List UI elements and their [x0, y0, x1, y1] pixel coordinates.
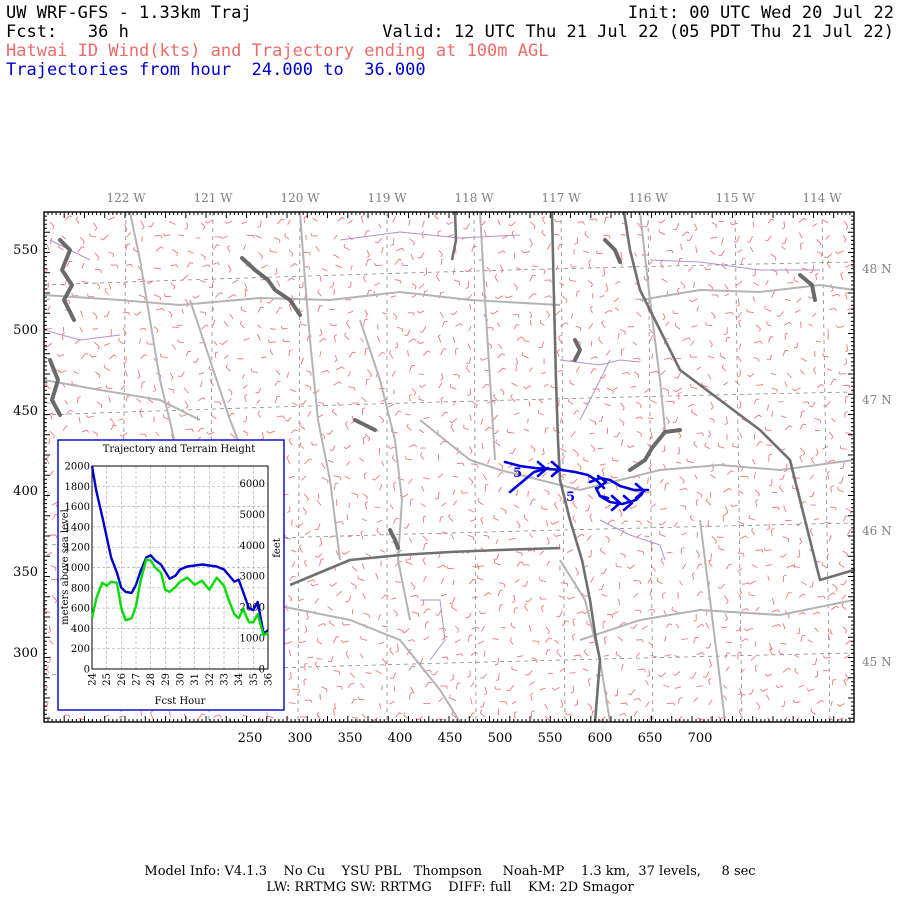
lat-label: 45 N — [862, 655, 892, 669]
inset-x-axis-label: Fcst Hour — [155, 696, 206, 707]
y-tick-label: 350 — [13, 565, 38, 580]
lon-label: 115 W — [715, 191, 755, 205]
valid-time: Valid: 12 UTC Thu 21 Jul 22 (05 PDT Thu … — [382, 22, 894, 42]
y-tick-label: 300 — [13, 646, 38, 661]
terrain-height-line — [90, 558, 269, 637]
lon-label: 121 W — [193, 191, 233, 205]
longitude-labels: 122 W 121 W 120 W 119 W 118 W 117 W 116 … — [106, 191, 842, 205]
inset-y-tick: 0 — [84, 665, 90, 676]
physics-info-line: LW: RRTMG SW: RRTMG DIFF: full KM: 2D Sm… — [266, 880, 634, 895]
inset-y-tick: 2000 — [65, 462, 90, 473]
inset-y2-axis-label: feet — [272, 538, 283, 558]
lon-label: 116 W — [628, 191, 668, 205]
inset-x-tick: 27 — [132, 673, 143, 686]
x-tick-label: 500 — [488, 731, 513, 746]
lat-label: 47 N — [862, 393, 892, 407]
rivers-and-coastline — [48, 238, 817, 550]
lon-label: 120 W — [280, 191, 320, 205]
inset-plot-area — [91, 465, 269, 670]
inset-x-tick: 26 — [117, 673, 128, 686]
inset-y2-tick: 6000 — [240, 479, 265, 490]
inset-y2-tick: 2000 — [240, 603, 265, 614]
y-grid-tick-labels: 550 500 450 400 350 300 — [13, 243, 38, 661]
latitude-labels: 48 N 47 N 46 N 45 N — [862, 262, 892, 669]
inset-y2-tick: 3000 — [240, 572, 265, 583]
y-tick-label: 500 — [13, 323, 38, 338]
trajectory-height-line — [90, 465, 269, 635]
trajectory-paths — [503, 460, 650, 512]
inset-x-tick: 29 — [161, 673, 172, 686]
inset-series — [90, 465, 269, 637]
inset-y-axis-label: meters above sea level — [60, 509, 71, 625]
lon-label: 119 W — [367, 191, 407, 205]
inset-x-tick: 24 — [88, 673, 99, 686]
model-info-line: Model Info: V4.1.3 No Cu YSU PBL Thompso… — [144, 864, 756, 879]
x-tick-label: 400 — [388, 731, 413, 746]
inset-y2-tick-labels: 0 1000 2000 3000 4000 5000 6000 — [240, 479, 265, 676]
forecast-hour: Fcst: 36 h — [6, 22, 129, 42]
x-tick-label: 550 — [538, 731, 563, 746]
county-lines — [44, 231, 820, 661]
map-title: UW WRF-GFS - 1.33km Traj — [6, 3, 252, 23]
init-time: Init: 00 UTC Wed 20 Jul 22 — [627, 3, 894, 23]
x-tick-label: 600 — [588, 731, 613, 746]
traj-hour-label: 5 — [566, 490, 575, 505]
inset-y2-tick: 4000 — [240, 541, 265, 552]
inset-x-tick-labels: 24 25 26 27 28 29 30 31 32 33 34 35 36 — [88, 673, 275, 686]
x-tick-label: 700 — [688, 731, 713, 746]
x-tick-label: 650 — [638, 731, 663, 746]
y-tick-label: 450 — [13, 404, 38, 419]
inset-x-tick: 28 — [146, 673, 157, 686]
inset-x-tick: 32 — [205, 673, 216, 686]
lon-label: 117 W — [541, 191, 581, 205]
x-tick-label: 300 — [288, 731, 313, 746]
inset-y-tick: 1200 — [65, 543, 90, 554]
trajectory-range: Trajectories from hour 24.000 to 36.000 — [6, 60, 426, 80]
inset-y2-tick: 0 — [259, 665, 265, 676]
inset-y-tick: 1000 — [65, 563, 90, 574]
inset-title: Trajectory and Terrain Height — [103, 444, 256, 455]
inset-x-tick: 34 — [234, 673, 245, 686]
inset-y-tick: 800 — [71, 583, 90, 594]
inset-y-tick: 1400 — [65, 522, 90, 533]
trajectory-terrain-inset: Trajectory and Terrain Height 0 200 400 600… — [57, 439, 285, 711]
inset-y-tick-labels: 0 200 400 600 800 1000 1200 1400 1600 1800 2000 — [65, 462, 90, 676]
tick-marks — [43, 211, 855, 722]
inset-y-tick: 600 — [71, 604, 90, 615]
inset-y-tick: 400 — [71, 624, 90, 635]
inset-x-tick: 25 — [102, 673, 113, 686]
y-tick-label: 400 — [13, 484, 38, 499]
inset-x-tick: 36 — [264, 673, 275, 686]
x-tick-label: 250 — [238, 731, 263, 746]
inset-y-tick: 1800 — [65, 482, 90, 493]
frame-tick-marks — [43, 211, 855, 722]
inset-x-tick: 33 — [220, 673, 231, 686]
lon-label: 114 W — [802, 191, 842, 205]
lon-label: 122 W — [106, 191, 146, 205]
trajectory-hour-labels: 5 5 — [513, 466, 575, 505]
inset-x-tick: 31 — [190, 673, 201, 686]
lat-label: 48 N — [862, 262, 892, 276]
inset-y2-tick: 5000 — [240, 510, 265, 521]
lat-label: 46 N — [862, 524, 892, 538]
x-tick-label: 450 — [438, 731, 463, 746]
x-grid-tick-labels: 250 300 350 400 450 500 550 600 650 700 — [238, 731, 713, 746]
x-tick-label: 350 — [338, 731, 363, 746]
inset-y-tick: 200 — [71, 644, 90, 655]
traj-hour-label: 5 — [513, 466, 522, 481]
y-tick-label: 550 — [13, 243, 38, 258]
inset-x-tick: 35 — [249, 673, 260, 686]
inset-x-tick: 30 — [176, 673, 187, 686]
inset-y2-tick: 1000 — [240, 634, 265, 645]
inset-y-tick: 1600 — [65, 502, 90, 513]
state-boundaries — [289, 212, 854, 722]
product-description: Hatwai ID Wind(kts) and Trajectory endin… — [6, 41, 549, 61]
lon-label: 118 W — [454, 191, 494, 205]
